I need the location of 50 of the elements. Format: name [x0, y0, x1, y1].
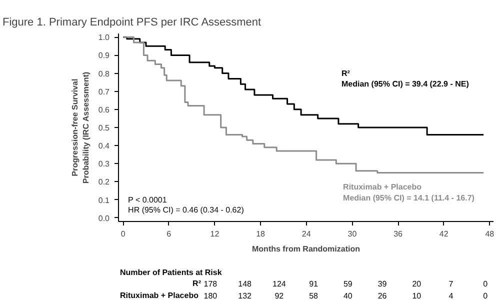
x-tick-label: 6 — [166, 230, 172, 238]
annotation: P < 0.0001 — [128, 195, 168, 204]
x-tick-label: 18 — [256, 230, 266, 238]
x-tick-label: 48 — [485, 230, 495, 238]
text: 180 — [204, 292, 218, 300]
text: 39 — [378, 280, 388, 288]
y-tick-label: 0.0 — [98, 214, 110, 223]
y-tick-label: 0.5 — [98, 124, 110, 132]
text: 124 — [272, 280, 286, 288]
series-label: Rituximab + Placebo — [343, 182, 422, 192]
text: Number of Patients at Risk — [120, 268, 222, 277]
text: 0 — [483, 292, 488, 300]
y-tick-label: 0.6 — [98, 105, 110, 114]
chart-title: Figure 1. Primary Endpoint PFS per IRC Assessment — [2, 16, 262, 28]
text: 92 — [274, 292, 284, 300]
y-axis-title: Progression-free Survival Probability (IRC Assessment) — [70, 71, 90, 184]
y-tick-label: 0.9 — [98, 51, 110, 60]
text: 26 — [378, 292, 388, 300]
text: 178 — [204, 280, 218, 288]
x-tick-label: 36 — [394, 230, 404, 238]
text: 58 — [309, 292, 319, 300]
x-tick-label: 30 — [348, 230, 358, 238]
text: 91 — [309, 280, 319, 288]
y-tick-label: 0.8 — [98, 69, 110, 78]
x-axis-title: Months from Randomization — [252, 244, 360, 254]
x-tick-label: 24 — [302, 230, 312, 238]
annotation: Median (95% CI) = 14.1 (11.4 - 16.7) — [343, 194, 475, 202]
text: 132 — [238, 292, 252, 300]
y-tick-label: 0.2 — [98, 178, 110, 187]
y-tick-label: 0.3 — [98, 160, 110, 169]
text: 20 — [412, 280, 422, 288]
y-tick-label: 0.4 — [98, 142, 110, 151]
text: 4 — [448, 292, 454, 300]
text: 59 — [343, 280, 353, 288]
text: Rituximab + Placebo — [120, 291, 198, 300]
x-tick-label: 12 — [210, 230, 220, 238]
text: 10 — [412, 292, 422, 300]
annotation: Median (95% CI) = 39.4 (22.9 - NE) — [342, 80, 470, 89]
text: 0 — [483, 280, 488, 288]
text: 40 — [343, 292, 353, 300]
text: 148 — [238, 280, 252, 288]
x-tick-label: 42 — [439, 230, 449, 238]
x-tick-label: 0 — [120, 230, 126, 238]
text: 7 — [448, 280, 454, 288]
y-tick-label: 1.0 — [98, 33, 110, 42]
text: R² — [192, 279, 202, 288]
y-tick-label: 0.1 — [98, 196, 110, 205]
annotation: HR (95% CI) = 0.46 (0.34 - 0.62) — [128, 205, 244, 214]
y-tick-label: 0.7 — [98, 87, 110, 96]
text: R² — [342, 68, 350, 78]
